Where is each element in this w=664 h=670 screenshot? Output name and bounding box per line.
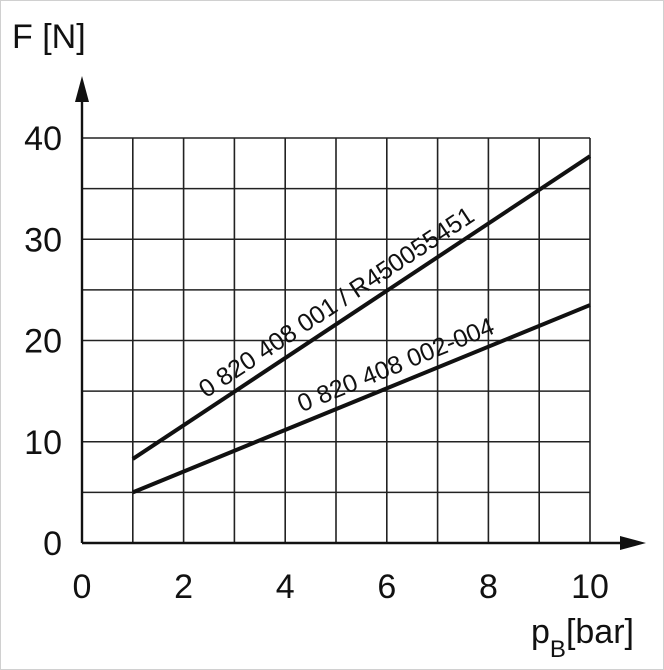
- x-axis-arrow-icon: [620, 536, 646, 550]
- x-axis-title-subscript: B: [550, 636, 566, 663]
- series-label-1: 0 820 408 002-004: [293, 312, 498, 418]
- tick-labels: 0 2 4 6 8 10 0 10 20 30 40: [24, 120, 609, 606]
- grid: [82, 137, 591, 543]
- x-tick-label: 0: [73, 568, 92, 606]
- y-tick-label: 0: [43, 525, 62, 563]
- x-axis-title-unit: [bar]: [566, 613, 634, 651]
- x-tick-label: 6: [377, 568, 396, 606]
- series-lines: [131, 154, 592, 495]
- x-axis-title-symbol: p: [531, 613, 550, 651]
- x-tick-label: 8: [479, 568, 498, 606]
- x-tick-label: 4: [276, 568, 295, 606]
- x-axis-title: pB[bar]: [531, 613, 634, 663]
- y-axis-title: F [N]: [12, 18, 86, 56]
- y-tick-label: 40: [24, 120, 62, 158]
- y-tick-label: 20: [24, 323, 62, 361]
- series-line-0: [131, 154, 592, 461]
- y-tick-label: 10: [24, 424, 62, 462]
- x-tick-label: 2: [174, 568, 193, 606]
- x-tick-label: 10: [571, 568, 609, 606]
- series-line-1: [132, 303, 591, 495]
- y-tick-label: 30: [24, 221, 62, 259]
- axes: [75, 76, 646, 550]
- y-axis-arrow-icon: [75, 76, 89, 102]
